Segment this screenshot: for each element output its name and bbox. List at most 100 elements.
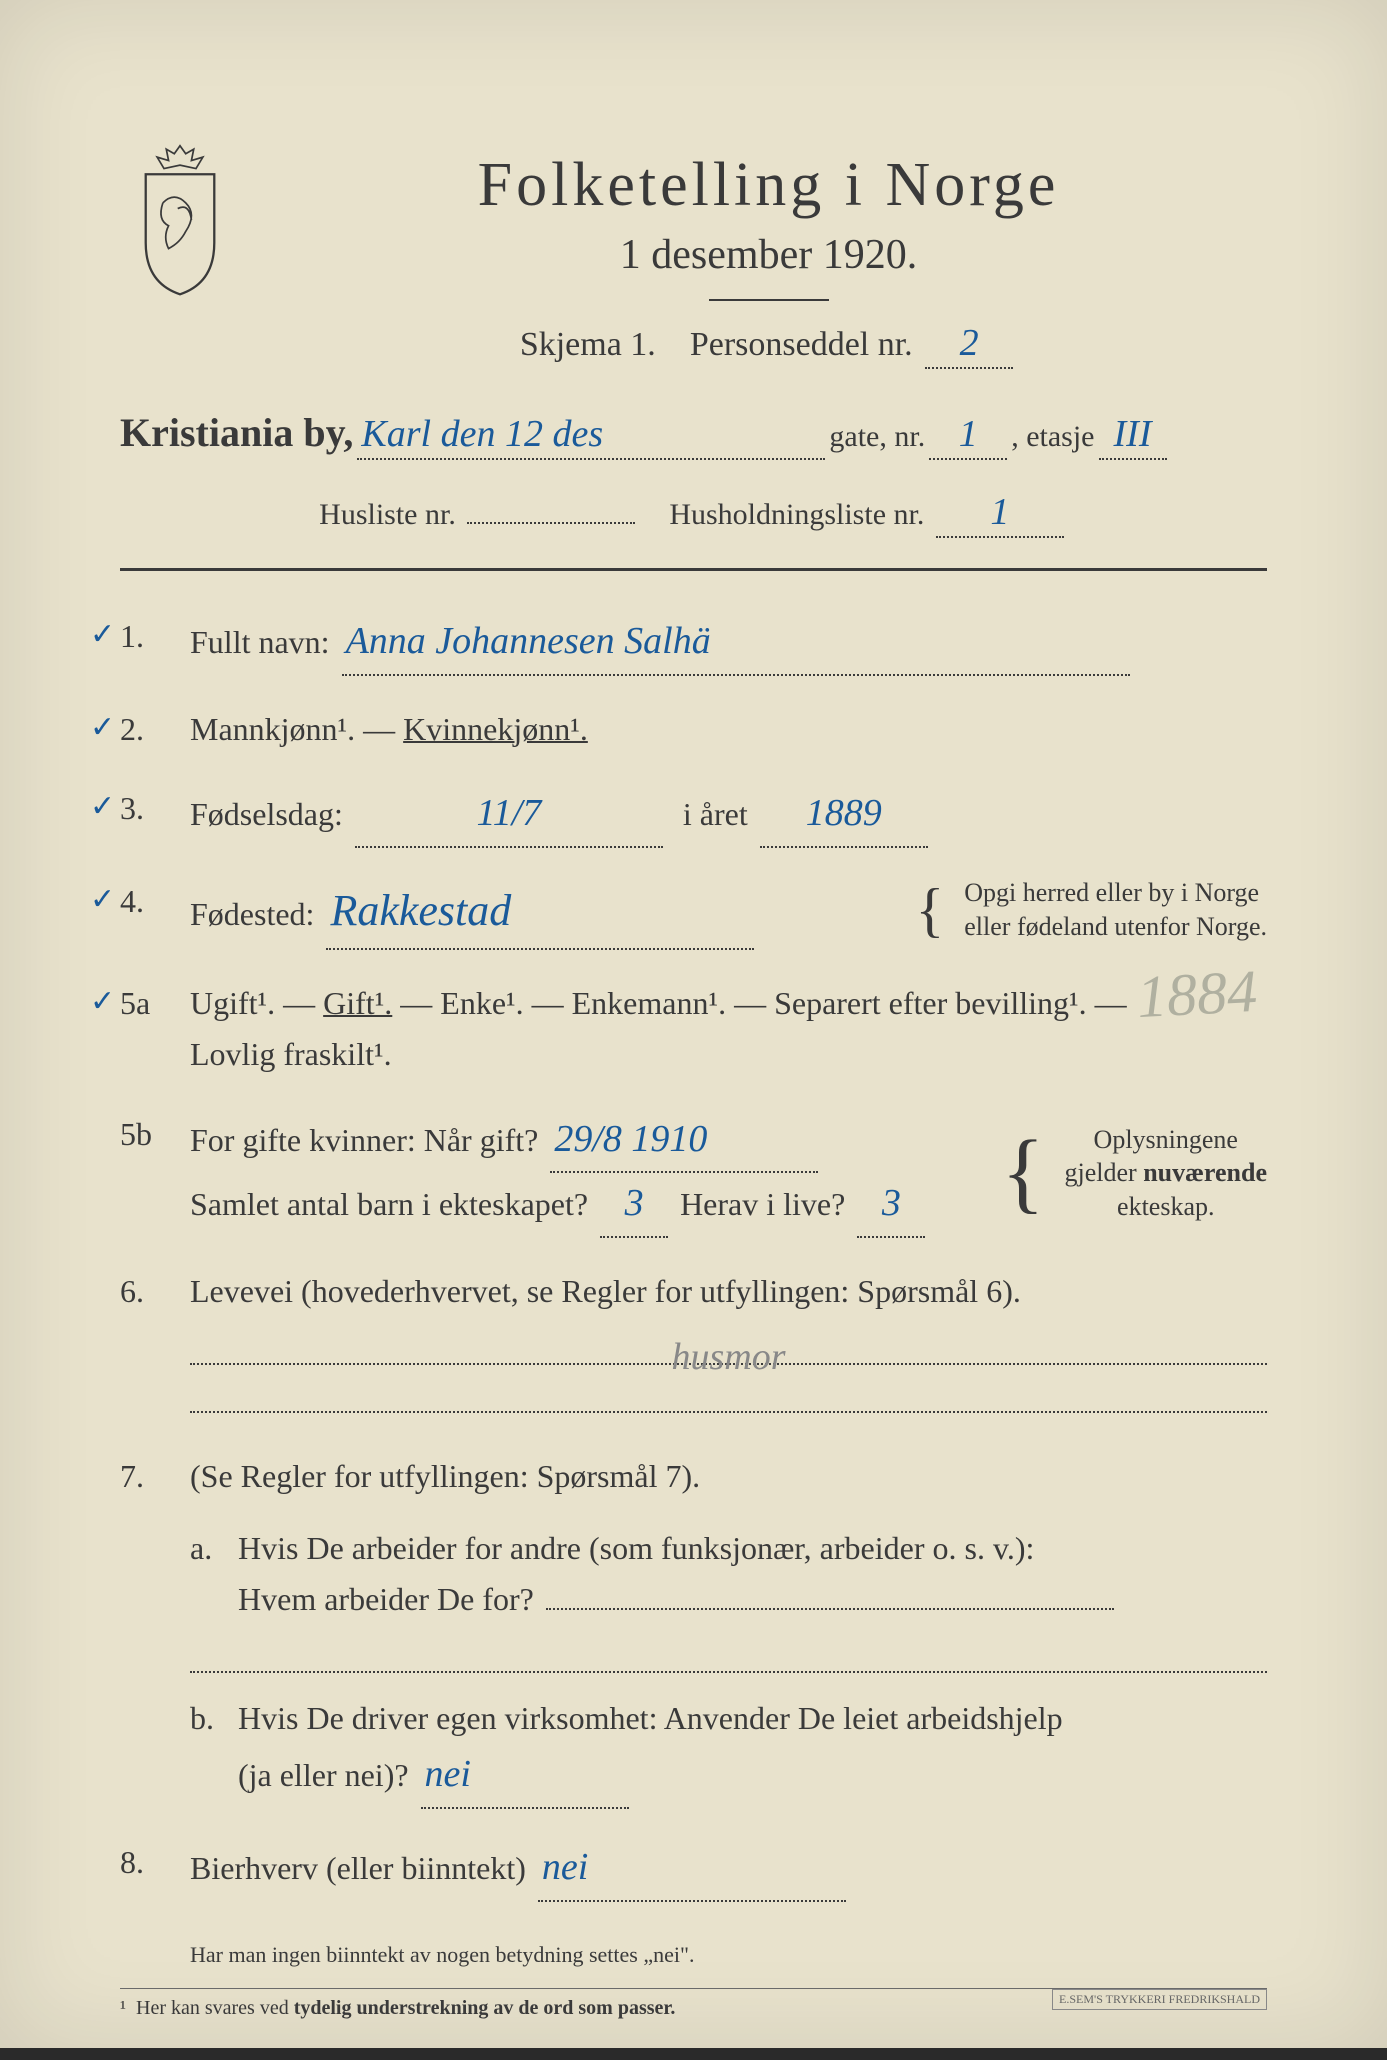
husholdning-label: Husholdningsliste nr. <box>669 498 924 531</box>
etasje-value: III <box>1114 413 1152 455</box>
q4-note-line2: eller fødeland utenfor Norge. <box>964 912 1267 941</box>
q5b-children-total: 3 <box>625 1182 644 1224</box>
personseddel-nr: 2 <box>960 322 979 364</box>
q5a-gift: Gift¹. <box>323 985 392 1021</box>
form-content: Folketelling i Norge 1 desember 1920. Sk… <box>50 60 1337 2060</box>
q3-body: Fødselsdag: 11/7 i året 1889 <box>190 783 1267 848</box>
check-mark: ✓ <box>90 704 115 752</box>
q6-body: Levevei (hovederhvervet, se Regler for u… <box>190 1266 1267 1423</box>
q6-field: husmor <box>190 1327 1267 1365</box>
q5b-note: { Oplysningene gjelder nuværende ekteska… <box>1001 1123 1267 1224</box>
q7a-field <box>546 1606 1114 1610</box>
q4-note: { Opgi herred eller by i Norge eller fød… <box>915 876 1267 944</box>
q5a-opts: Ugift¹. — <box>190 985 323 1021</box>
q5b-label: For gifte kvinner: Når gift? <box>190 1122 538 1158</box>
skjema-line: Skjema 1. Personseddel nr. 2 <box>270 321 1267 369</box>
q4-body: Fødested: Rakkestad { Opgi herred eller … <box>190 876 1267 950</box>
q7b-field: nei <box>421 1744 629 1809</box>
pencil-annotation: 1884 <box>1135 957 1258 1032</box>
q3-year-label: i året <box>683 796 748 832</box>
q5b-marriage-field: 29/8 1910 <box>550 1109 818 1174</box>
check-mark: ✓ <box>90 876 115 924</box>
husholdning-nr: 1 <box>990 491 1009 533</box>
city-label: Kristiania by, <box>120 409 353 456</box>
personseddel-label: Personseddel nr. <box>690 326 913 363</box>
q4-value: Rakkestad <box>330 886 511 935</box>
q5b-alive-label: Herav i live? <box>680 1186 845 1222</box>
q2-body: Mannkjønn¹. — Kvinnekjønn¹. <box>190 704 1267 755</box>
q4-field: Rakkestad <box>326 876 754 950</box>
brace-icon: { <box>1001 1137 1044 1209</box>
q2-female: Kvinnekjønn¹. <box>403 711 588 747</box>
q6-field-2 <box>190 1375 1267 1413</box>
husliste-line: Husliste nr. Husholdningsliste nr. 1 <box>120 490 1267 538</box>
q7b-q: (ja eller nei)? <box>238 1757 409 1793</box>
header-rule <box>120 568 1267 571</box>
q1-value: Anna Johannesen Salhä <box>346 620 711 662</box>
question-5b: 5b For gifte kvinner: Når gift? 29/8 191… <box>120 1109 1267 1239</box>
q5a-line2: Lovlig fraskilt¹. <box>190 1036 392 1072</box>
coat-of-arms <box>120 140 240 300</box>
q5b-marriage-date: 29/8 1910 <box>554 1118 707 1160</box>
q7a-letter: a. <box>190 1523 230 1574</box>
skjema-label: Skjema 1. <box>520 326 656 363</box>
q1-body: Fullt navn: Anna Johannesen Salhä <box>190 611 1267 676</box>
q5b-body: For gifte kvinner: Når gift? 29/8 1910 S… <box>190 1109 1267 1239</box>
footnote-1: Har man ingen biinntekt av nogen betydni… <box>190 1942 1267 1968</box>
q5b-alive-field: 3 <box>857 1173 925 1238</box>
q3-year-field: 1889 <box>760 783 928 848</box>
question-2: ✓ 2. Mannkjønn¹. — Kvinnekjønn¹. <box>120 704 1267 755</box>
q5a-num: 5a <box>120 978 190 1080</box>
q3-label: Fødselsdag: <box>190 796 343 832</box>
q8-label: Bierhverv (eller biinntekt) <box>190 1850 526 1886</box>
title-rule <box>709 299 829 301</box>
q7-num: 7. <box>120 1451 190 1809</box>
street-field: Karl den 12 des <box>357 412 825 460</box>
q1-label: Fullt navn: <box>190 624 330 660</box>
q7b-label: Hvis De driver egen virksomhet: Anvender… <box>238 1700 1063 1736</box>
q3-year: 1889 <box>806 792 882 834</box>
q7a-field-2 <box>190 1635 1267 1673</box>
gate-nr-field: 1 <box>929 412 1007 460</box>
q5b-children-field: 3 <box>600 1173 668 1238</box>
q8-value: nei <box>542 1846 588 1888</box>
q7-label: (Se Regler for utfyllingen: Spørsmål 7). <box>190 1458 700 1494</box>
q5b-note2: gjelder nuværende <box>1065 1158 1267 1187</box>
q5b-children-alive: 3 <box>882 1182 901 1224</box>
q2-num: 2. <box>120 704 190 755</box>
q5b-children-label: Samlet antal barn i ekteskapet? <box>190 1186 588 1222</box>
check-mark: ✓ <box>90 783 115 831</box>
husholdning-field: 1 <box>936 490 1064 538</box>
q6-value: husmor <box>671 1336 785 1378</box>
q2-dash: — <box>363 711 403 747</box>
question-1: ✓ 1. Fullt navn: Anna Johannesen Salhä <box>120 611 1267 676</box>
question-3: ✓ 3. Fødselsdag: 11/7 i året 1889 <box>120 783 1267 848</box>
q6-label: Levevei (hovederhvervet, se Regler for u… <box>190 1273 1021 1309</box>
q5b-num: 5b <box>120 1109 190 1239</box>
header: Folketelling i Norge 1 desember 1920. Sk… <box>120 140 1267 369</box>
q7a-q: Hvem arbeider De for? <box>238 1581 534 1617</box>
q8-num: 8. <box>120 1837 190 1902</box>
gate-nr: 1 <box>959 413 978 455</box>
q3-day: 11/7 <box>477 792 542 834</box>
q7b-value: nei <box>425 1753 471 1795</box>
gate-label: gate, nr. <box>829 420 925 454</box>
date-line: 1 desember 1920. <box>270 231 1267 279</box>
question-6: 6. Levevei (hovederhvervet, se Regler fo… <box>120 1266 1267 1423</box>
q2-male: Mannkjønn¹. <box>190 711 355 747</box>
q3-day-field: 11/7 <box>355 783 663 848</box>
question-5a: ✓ 5a Ugift¹. — Gift¹. — Enke¹. — Enkeman… <box>120 978 1267 1080</box>
etasje-field: III <box>1099 412 1167 460</box>
q4-note-line1: Opgi herred eller by i Norge <box>964 878 1259 907</box>
husliste-field <box>467 520 635 524</box>
husliste-label: Husliste nr. <box>319 498 456 531</box>
q5a-rest: — Enke¹. — Enkemann¹. — Separert efter b… <box>400 985 1126 1021</box>
street-name: Karl den 12 des <box>361 413 603 455</box>
address-line: Kristiania by, Karl den 12 des gate, nr.… <box>120 409 1267 460</box>
q1-field: Anna Johannesen Salhä <box>342 611 1130 676</box>
q4-label: Fødested: <box>190 896 314 932</box>
census-form-page: Folketelling i Norge 1 desember 1920. Sk… <box>0 0 1387 2048</box>
q3-num: 3. <box>120 783 190 848</box>
q1-num: 1. <box>120 611 190 676</box>
printer-mark: E.SEM'S TRYKKERI FREDRIKSHALD <box>1052 1989 1267 2010</box>
